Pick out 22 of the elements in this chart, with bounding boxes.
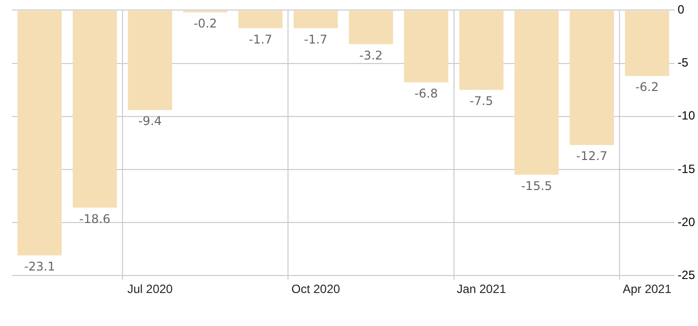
data-label: -7.5 (470, 94, 494, 108)
data-label: -18.6 (79, 212, 110, 226)
data-label: -6.2 (635, 80, 659, 94)
data-label: -15.5 (521, 178, 552, 193)
y-tick-label: -5 (678, 56, 689, 70)
data-label: -23.1 (24, 260, 56, 274)
data-label: -1.7 (248, 32, 272, 46)
y-tick-label: -25 (678, 268, 696, 282)
x-tick-label: Apr 2021 (622, 282, 672, 296)
data-label: -6.8 (414, 86, 438, 101)
y-tick-label: -10 (678, 108, 696, 123)
y-tick-label: -15 (678, 162, 696, 176)
y-tick-label: -20 (678, 214, 696, 229)
x-tick-label: Oct 2020 (291, 282, 340, 296)
data-label: -12.7 (576, 149, 608, 164)
data-label: -3.2 (359, 48, 383, 62)
x-tick-label: Jan 2021 (456, 282, 506, 296)
data-label: -9.4 (138, 114, 162, 128)
y-tick-label: 0 (678, 2, 685, 17)
data-label: -0.2 (194, 16, 217, 30)
data-label: -1.7 (304, 32, 328, 46)
x-tick-label: Jul 2020 (127, 282, 174, 296)
